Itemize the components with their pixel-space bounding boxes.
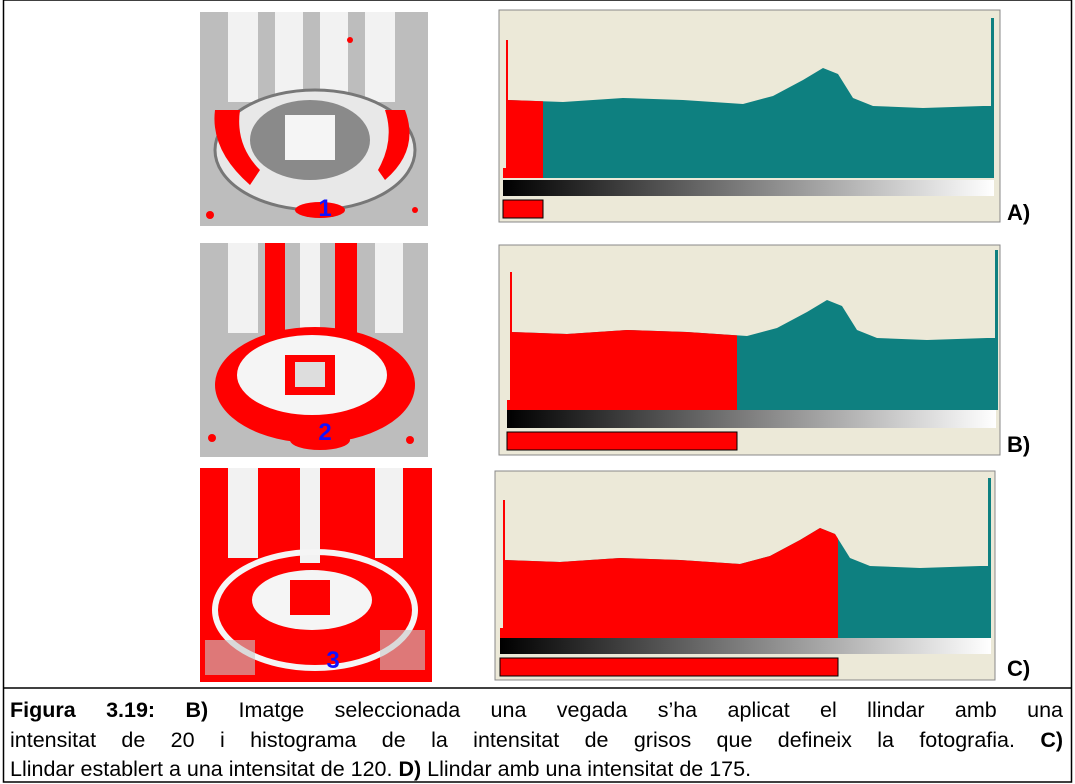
- caption-bold: C): [1040, 728, 1063, 752]
- photo: [200, 243, 428, 457]
- caption-line: Figura 3.19: B) Imatge seleccionada una …: [10, 695, 1063, 725]
- caption-bold: Figura 3.19: B): [10, 698, 209, 722]
- caption-text: Imatge seleccionada una vegada s’ha apli…: [208, 698, 1063, 722]
- image-number: 3: [326, 647, 339, 674]
- image-number: 2: [318, 419, 331, 446]
- image-number: 1: [318, 195, 331, 222]
- panel-label: A): [1007, 200, 1030, 225]
- caption-line: Llindar establert a una intensitat de 12…: [10, 754, 1063, 784]
- panel-label: B): [1007, 432, 1030, 457]
- caption-line: intensitat de 20 i histograma de la inte…: [10, 725, 1063, 755]
- photo: [200, 468, 432, 682]
- histogram-panel: [498, 244, 1001, 456]
- panel-label: C): [1007, 656, 1030, 681]
- caption-text: Llindar amb una intensitat de 175.: [421, 757, 752, 781]
- caption-text: intensitat de 20 i histograma de la inte…: [10, 728, 1041, 752]
- caption-text: Llindar establert a una intensitat de 12…: [10, 757, 399, 781]
- histogram-panel: [498, 9, 1001, 223]
- photo: [200, 12, 428, 226]
- histogram-panel: [494, 470, 996, 681]
- caption-bold: D): [398, 757, 422, 781]
